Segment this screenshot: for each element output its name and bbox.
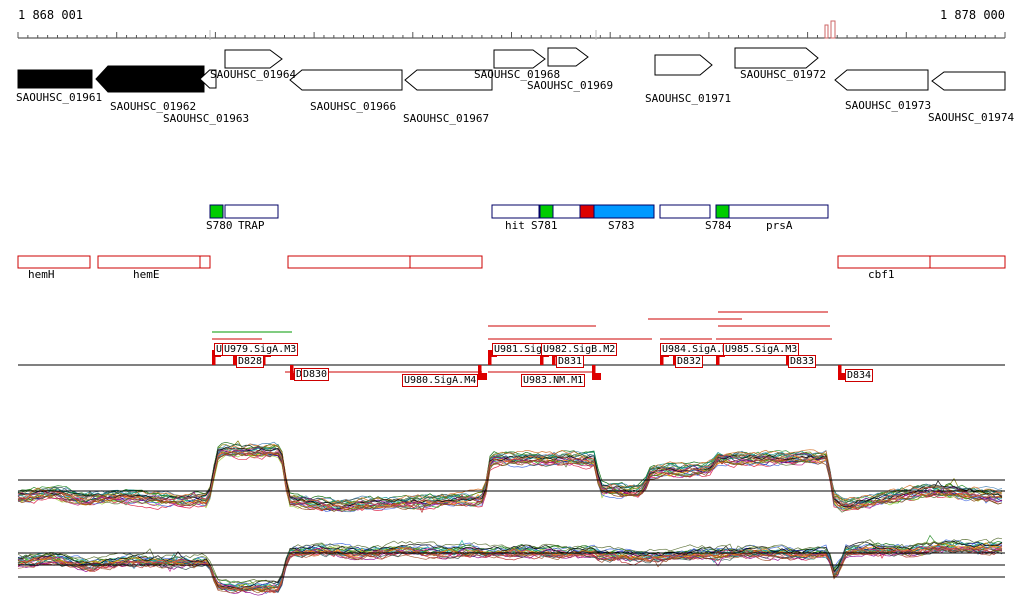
transcript-box-label: hemH — [28, 268, 55, 281]
tss-label: U980.SigA.M4 — [402, 374, 479, 387]
gene-arrow[interactable] — [654, 54, 713, 76]
tss-label: D830 — [301, 368, 330, 381]
operon-feature[interactable] — [552, 204, 581, 219]
gene-label: SAOUHSC_01971 — [645, 92, 732, 105]
coverage-mark — [830, 20, 836, 39]
operon-feature[interactable] — [539, 204, 554, 219]
signal-top-trace — [17, 447, 1003, 508]
gene-arrow[interactable] — [289, 69, 403, 91]
transcript-box[interactable] — [837, 255, 1006, 269]
gene-arrow[interactable] — [547, 47, 589, 67]
coordinate-start-label: 1 868 001 — [18, 8, 84, 22]
gene-label: SAOUHSC_01973 — [845, 99, 932, 112]
signal-top-trace — [17, 451, 1003, 512]
operon-feature[interactable] — [593, 204, 655, 219]
gene-arrow[interactable] — [17, 69, 93, 89]
gene-arrow[interactable] — [95, 65, 205, 93]
operon-label: S781 — [531, 219, 558, 232]
signal-top-trace — [17, 441, 1003, 505]
gene-label: SAOUHSC_01972 — [740, 68, 827, 81]
tss-label: U983.NM.M1 — [521, 374, 586, 387]
signal-bottom-trace — [17, 542, 1003, 591]
tss-label: D833 — [788, 355, 817, 368]
tss-flag[interactable] — [838, 365, 847, 380]
gene-arrow[interactable] — [224, 49, 283, 69]
operon-label: prsA — [766, 219, 793, 232]
operon-feature[interactable] — [728, 204, 829, 219]
operon-label: S783 — [608, 219, 635, 232]
tss-label: D831 — [556, 355, 585, 368]
tss-flag[interactable] — [592, 365, 601, 380]
signal-bottom-trace — [17, 547, 1003, 592]
gene-label: SAOUHSC_01969 — [527, 79, 614, 92]
operon-label: S780 — [206, 219, 233, 232]
operon-feature[interactable] — [579, 204, 595, 219]
transcript-box-label: cbf1 — [868, 268, 895, 281]
signal-top-trace — [17, 451, 1003, 511]
tss-label: D832 — [675, 355, 704, 368]
operon-label: S784 — [705, 219, 732, 232]
operon-feature[interactable] — [715, 204, 730, 219]
operon-label: hit — [505, 219, 525, 232]
signal-top-trace — [17, 447, 1003, 509]
gene-label: SAOUHSC_01964 — [210, 68, 297, 81]
signal-top-trace — [17, 447, 1003, 510]
gene-arrow[interactable] — [734, 47, 819, 69]
operon-feature[interactable] — [491, 204, 540, 219]
tss-label: D834 — [845, 369, 874, 382]
gene-label: SAOUHSC_01966 — [310, 100, 397, 113]
operon-feature[interactable] — [209, 204, 224, 219]
gene-label: SAOUHSC_01963 — [163, 112, 250, 125]
tss-label: D828 — [236, 355, 265, 368]
gene-arrow[interactable] — [931, 71, 1006, 91]
gene-arrow[interactable] — [493, 49, 546, 69]
operon-feature[interactable] — [659, 204, 711, 219]
gene-label: SAOUHSC_01962 — [110, 100, 197, 113]
transcript-box-label: hemE — [133, 268, 160, 281]
coordinate-end-label: 1 878 000 — [939, 8, 1005, 22]
gene-label: SAOUHSC_01968 — [474, 68, 561, 81]
gene-arrow[interactable] — [404, 69, 493, 91]
operon-feature[interactable] — [224, 204, 279, 219]
gene-label: SAOUHSC_01974 — [928, 111, 1015, 124]
tss-flag[interactable] — [478, 365, 487, 380]
tss-label: U985.SigA.M3 — [723, 343, 800, 356]
gene-arrow[interactable] — [834, 69, 929, 91]
gene-label: SAOUHSC_01967 — [403, 112, 490, 125]
operon-label: TRAP — [238, 219, 265, 232]
signal-top-trace — [17, 450, 1003, 513]
transcript-box[interactable] — [17, 255, 91, 269]
gene-arrow[interactable] — [199, 69, 217, 89]
transcript-box[interactable] — [287, 255, 483, 269]
coverage-mark — [824, 24, 829, 39]
gene-label: SAOUHSC_01961 — [16, 91, 103, 104]
transcript-box[interactable] — [97, 255, 211, 269]
